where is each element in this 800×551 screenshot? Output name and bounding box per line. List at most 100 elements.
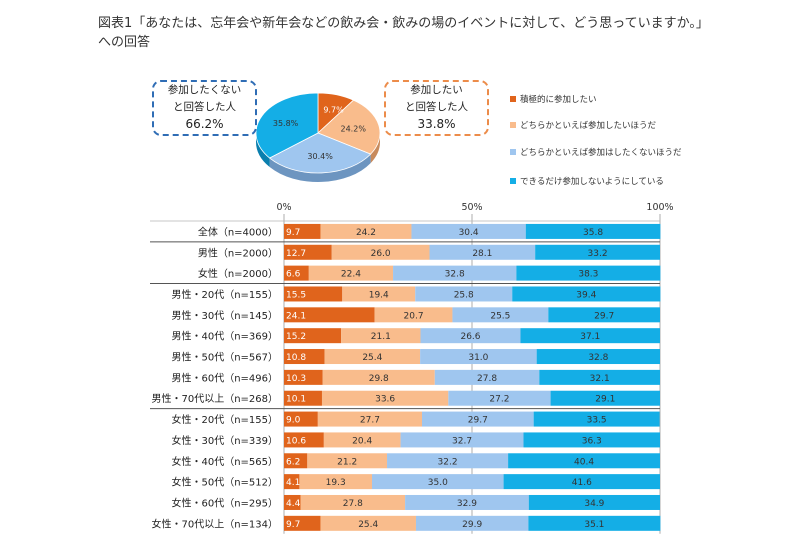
bar-segment (284, 307, 375, 323)
x-tick-label: 50% (461, 202, 482, 213)
bar-value-label: 40.4 (574, 457, 594, 467)
bar-segment (284, 223, 321, 239)
bar-segment (284, 432, 324, 448)
bar-value-label: 10.8 (286, 353, 306, 363)
bar-segment (415, 286, 513, 302)
bar-value-label: 6.2 (286, 457, 300, 467)
category-label: 女性・60代（n=295） (171, 496, 278, 509)
bar-value-label: 10.3 (286, 374, 306, 384)
bar-value-label: 33.2 (588, 249, 608, 259)
bar-value-label: 19.4 (369, 290, 389, 300)
bar-value-label: 12.7 (286, 249, 306, 259)
bar-segment (284, 494, 301, 510)
pie-slice-2 (268, 132, 372, 174)
legend-label-1: どちらかといえば参加したいほうだ (520, 120, 657, 131)
bar-value-label: 22.4 (341, 270, 361, 280)
bar-segment (342, 286, 416, 302)
category-label: 女性・70代以上（n=134） (151, 517, 278, 530)
bar-segment (503, 474, 660, 490)
bar-segment (528, 515, 661, 531)
category-label: 女性（n=2000） (198, 267, 278, 280)
bar-segment (411, 223, 526, 239)
bar-value-label: 32.7 (452, 436, 472, 446)
legend-swatch-1 (510, 122, 516, 128)
bar-segment (322, 369, 435, 385)
bar-value-label: 27.8 (477, 374, 497, 384)
category-label: 男性・60代（n=496） (171, 371, 278, 384)
category-label: 女性・20代（n=155） (171, 413, 278, 426)
bar-segment (299, 474, 372, 490)
bar-segment (324, 349, 421, 365)
bar-value-label: 19.3 (326, 478, 346, 488)
bar-value-label: 41.6 (572, 478, 592, 488)
bar-value-label: 36.3 (582, 436, 602, 446)
category-label: 男性・20代（n=155） (171, 288, 278, 301)
category-label: 男性・70代以上（n=268） (151, 392, 278, 405)
category-label: 女性・40代（n=565） (171, 455, 278, 468)
pie-value-label-1: 24.2% (341, 124, 367, 133)
bar-value-label: 38.3 (578, 270, 598, 280)
pie-slice-side-3 (256, 133, 270, 168)
bar-segment (525, 223, 661, 239)
bar-segment (448, 390, 551, 406)
bar-value-label: 29.9 (462, 520, 482, 530)
bar-value-label: 25.8 (454, 290, 474, 300)
bar-value-label: 9.7 (286, 228, 300, 238)
bar-segment (307, 453, 388, 469)
bar-segment (512, 286, 661, 302)
stacked-bar-chart: 0% 50% 100% 全体（n=4000） 9.7 24.2 30.4 35.8 男性（n=2… (150, 202, 674, 534)
page-title: 図表1「あなたは、忘年会や新年会などの飲み会・飲みの場のイベントに対して、どう思… (98, 14, 788, 52)
bar-segment (508, 453, 660, 469)
bar-value-label: 24.2 (356, 228, 376, 238)
category-label: 全体（n=4000） (198, 225, 278, 238)
bar-segment (520, 328, 660, 344)
bar-value-label: 32.2 (438, 457, 458, 467)
bar-segment (429, 244, 536, 260)
callout-not-want-to-attend: 参加したくない と回答した人 66.2% (152, 80, 257, 136)
legend-label-2: どちらかといえば参加はしたくないほうだ (520, 147, 682, 158)
bar-value-label: 20.7 (404, 311, 424, 321)
bar-value-label: 29.1 (595, 395, 615, 405)
bar-value-label: 34.9 (584, 499, 604, 509)
bar-segment (331, 244, 430, 260)
x-tick-label: 0% (276, 202, 291, 213)
bar-segment (533, 411, 660, 427)
bar-segment (374, 307, 453, 323)
bar-value-label: 37.1 (580, 332, 600, 342)
bar-value-label: 24.1 (286, 311, 306, 321)
bar-value-label: 15.2 (286, 332, 306, 342)
bar-segment (523, 432, 660, 448)
title-line-1: 図表1「あなたは、忘年会や新年会などの飲み会・飲みの場のイベントに対して、どう思… (98, 16, 709, 31)
callout-left-line-1: 参加したくない (167, 84, 242, 96)
bar-value-label: 20.4 (352, 436, 372, 446)
bar-value-label: 32.8 (445, 270, 465, 280)
category-label: 男性・50代（n=567） (171, 351, 278, 364)
bar-value-label: 35.8 (583, 228, 603, 238)
bar-value-label: 29.8 (369, 374, 389, 384)
bar-segment (539, 369, 660, 385)
bar-value-label: 25.5 (490, 311, 510, 321)
bar-value-label: 27.7 (360, 416, 380, 426)
bar-value-label: 33.5 (587, 416, 607, 426)
bar-value-label: 32.1 (590, 374, 610, 384)
bar-value-label: 21.2 (337, 457, 357, 467)
bar-segment (415, 515, 529, 531)
bar-segment (284, 453, 308, 469)
bar-segment (284, 349, 325, 365)
bar-segment (535, 244, 660, 260)
bar-segment (548, 307, 660, 323)
bar-segment (284, 411, 318, 427)
bar-segment (405, 494, 529, 510)
bar-value-label: 29.7 (468, 416, 488, 426)
bar-segment (421, 411, 534, 427)
bar-segment (284, 265, 309, 281)
bar-segment (284, 474, 300, 490)
bar-segment (300, 494, 406, 510)
bar-value-label: 32.9 (457, 499, 477, 509)
bar-segment (320, 515, 416, 531)
bar-value-label: 21.1 (371, 332, 391, 342)
bar-value-label: 35.1 (584, 520, 604, 530)
category-label: 男性（n=2000） (198, 246, 278, 259)
bar-value-label: 4.1 (286, 478, 300, 488)
bar-value-label: 39.4 (576, 290, 596, 300)
